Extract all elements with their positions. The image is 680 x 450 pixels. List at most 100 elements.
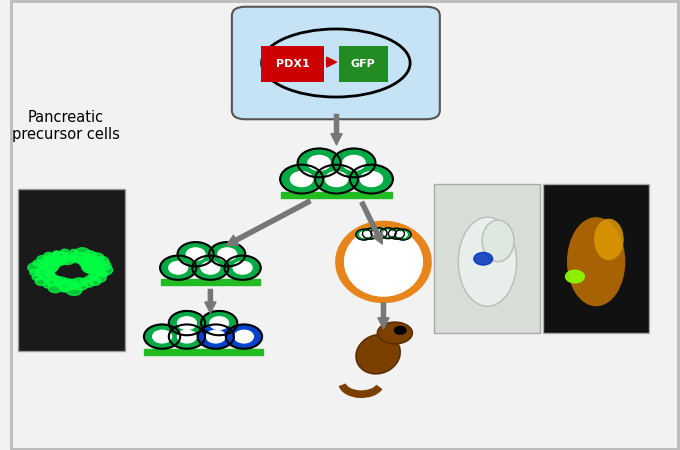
Circle shape [362,228,379,239]
FancyBboxPatch shape [232,7,440,119]
Ellipse shape [567,217,626,306]
Circle shape [44,283,52,288]
Circle shape [39,266,46,270]
Circle shape [51,261,58,266]
Circle shape [153,330,171,343]
Circle shape [61,255,75,265]
Circle shape [226,324,262,349]
Ellipse shape [344,227,423,297]
Circle shape [75,281,88,290]
Circle shape [177,242,214,266]
Circle shape [93,256,109,267]
Circle shape [73,257,82,263]
Circle shape [384,230,392,236]
Circle shape [61,287,68,292]
FancyArrowPatch shape [331,114,342,145]
Circle shape [177,317,197,329]
Circle shape [99,271,107,277]
Circle shape [375,230,383,236]
Bar [144,349,263,355]
Circle shape [90,266,105,274]
Bar [435,184,541,333]
Circle shape [52,276,62,283]
Circle shape [75,248,90,258]
Circle shape [198,324,234,349]
Text: Pancreatic
precursor cells: Pancreatic precursor cells [12,110,120,142]
Circle shape [394,327,406,334]
Circle shape [46,271,55,277]
Circle shape [206,330,225,343]
Circle shape [169,311,205,335]
Circle shape [48,283,63,292]
Circle shape [56,277,67,285]
Circle shape [290,171,313,187]
Ellipse shape [482,220,514,262]
Circle shape [356,229,372,240]
Circle shape [144,324,180,349]
Circle shape [69,253,78,258]
Circle shape [350,165,393,194]
Circle shape [360,171,383,187]
Ellipse shape [356,334,401,374]
Circle shape [52,257,65,266]
Circle shape [388,228,405,239]
Circle shape [37,256,48,262]
Circle shape [62,279,73,286]
Circle shape [92,264,101,270]
Circle shape [78,259,86,264]
FancyBboxPatch shape [339,46,388,82]
Circle shape [280,165,323,194]
Circle shape [88,273,99,280]
Circle shape [395,229,411,240]
FancyArrowPatch shape [205,289,216,313]
Circle shape [97,265,113,275]
Circle shape [61,249,69,255]
Circle shape [399,232,407,238]
Circle shape [84,281,94,287]
Circle shape [566,270,584,283]
Circle shape [95,274,106,282]
Circle shape [44,252,54,259]
Text: GFP: GFP [351,59,376,69]
Circle shape [192,256,228,280]
Circle shape [160,256,197,280]
Circle shape [308,155,330,171]
Circle shape [343,155,365,171]
Circle shape [46,253,61,264]
Circle shape [56,256,69,265]
Circle shape [49,274,57,280]
Circle shape [52,252,67,262]
Circle shape [30,269,40,276]
Circle shape [371,228,387,238]
Circle shape [73,278,85,286]
Circle shape [73,252,86,261]
Circle shape [69,257,76,262]
Circle shape [41,256,55,266]
Circle shape [85,256,97,265]
Circle shape [69,283,78,289]
Circle shape [89,260,101,267]
Circle shape [177,330,197,343]
Circle shape [209,242,245,266]
Circle shape [35,267,49,276]
FancyArrowPatch shape [226,199,311,245]
Circle shape [224,256,260,280]
Text: PDX1: PDX1 [276,59,310,69]
Circle shape [392,231,401,236]
Circle shape [33,260,42,266]
Circle shape [80,259,92,267]
Circle shape [380,228,396,238]
Circle shape [298,148,341,177]
Circle shape [367,231,375,236]
Circle shape [325,171,347,187]
Circle shape [169,324,205,349]
Circle shape [35,278,47,285]
Circle shape [218,248,237,261]
Circle shape [63,253,70,258]
Circle shape [201,261,220,274]
Circle shape [82,261,95,270]
Circle shape [82,256,90,261]
Circle shape [169,261,188,274]
Circle shape [58,281,73,291]
Circle shape [209,317,228,329]
